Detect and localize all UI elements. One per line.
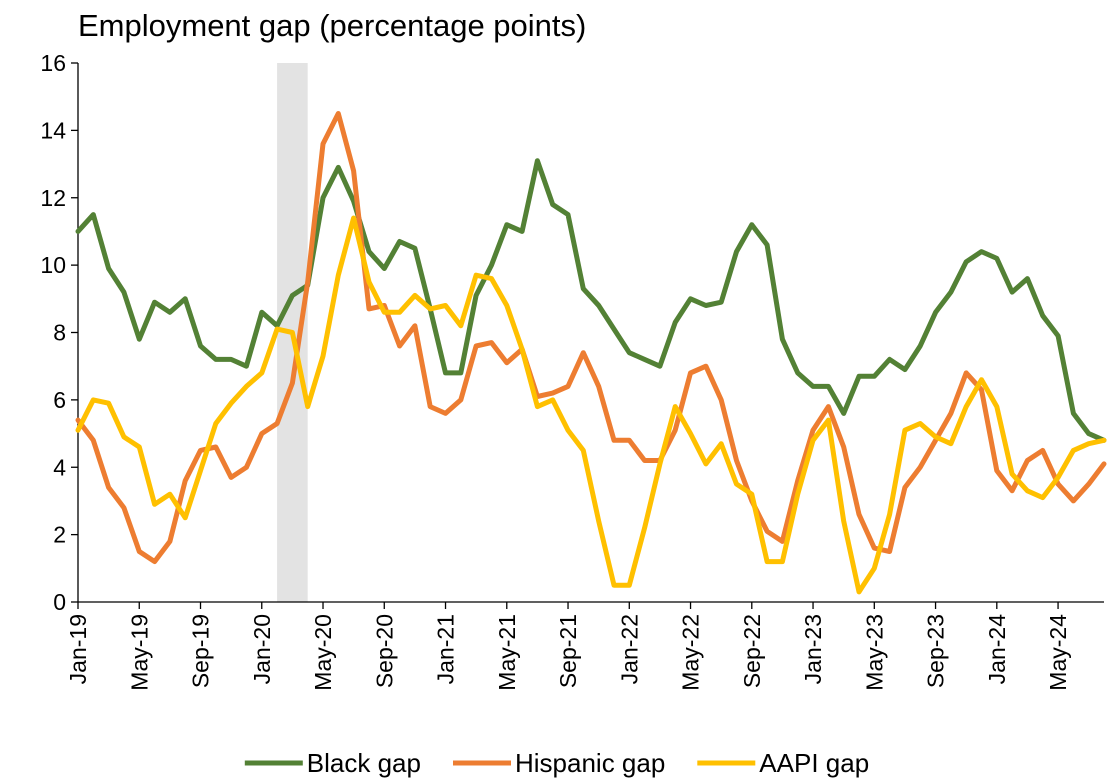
legend-item-black-gap: Black gap [244, 748, 421, 778]
legend-label: AAPI gap [759, 748, 869, 778]
y-axis-ticks: 0 2 4 6 8 10 12 14 16 [40, 50, 78, 615]
legend-label: Black gap [307, 748, 421, 778]
legend-label: Hispanic gap [515, 748, 665, 778]
x-tick-label: Jan-19 [65, 614, 91, 684]
x-tick-label: May-22 [678, 614, 704, 691]
y-tick-label: 14 [40, 117, 66, 143]
series-line-aapi-gap [75, 215, 1107, 595]
legend-item-aapi-gap: AAPI gap [697, 748, 869, 778]
x-tick-label: May-23 [861, 614, 887, 691]
axes [77, 63, 1104, 603]
x-tick-label: May-21 [494, 614, 520, 691]
x-tick-label: Jan-23 [800, 614, 826, 684]
legend-item-hispanic-gap: Hispanic gap [453, 748, 665, 778]
y-tick-label: 4 [53, 454, 66, 480]
y-tick-label: 6 [53, 387, 66, 413]
x-tick-label: Jan-20 [249, 614, 275, 684]
legend: Black gap Hispanic gap AAPI gap [244, 748, 869, 778]
x-axis-ticks: Jan-19 May-19 Sep-19 Jan-20 May-20 Sep-20 Jan-… [65, 602, 1071, 691]
series-line-black-gap [75, 158, 1107, 443]
x-tick-label: Sep-19 [188, 614, 214, 688]
series-layer [75, 111, 1107, 595]
chart-title: Employment gap (percentage points) [78, 8, 586, 43]
y-tick-label: 0 [53, 589, 66, 615]
x-tick-label: Sep-21 [555, 614, 581, 688]
x-tick-label: Sep-20 [371, 614, 397, 688]
y-tick-label: 16 [40, 50, 66, 76]
y-tick-label: 8 [53, 320, 66, 346]
y-tick-label: 12 [40, 185, 66, 211]
x-tick-label: May-19 [126, 614, 152, 691]
x-tick-label: Sep-23 [923, 614, 949, 688]
x-tick-label: Sep-22 [739, 614, 765, 688]
series-line-hispanic-gap [75, 111, 1107, 565]
x-tick-label: Jan-21 [433, 614, 459, 684]
y-tick-label: 10 [40, 252, 66, 278]
x-tick-label: Jan-22 [616, 614, 642, 684]
x-tick-label: May-24 [1045, 614, 1071, 691]
y-tick-label: 2 [53, 522, 66, 548]
x-tick-label: May-20 [310, 614, 336, 691]
x-tick-label: Jan-24 [984, 614, 1010, 685]
